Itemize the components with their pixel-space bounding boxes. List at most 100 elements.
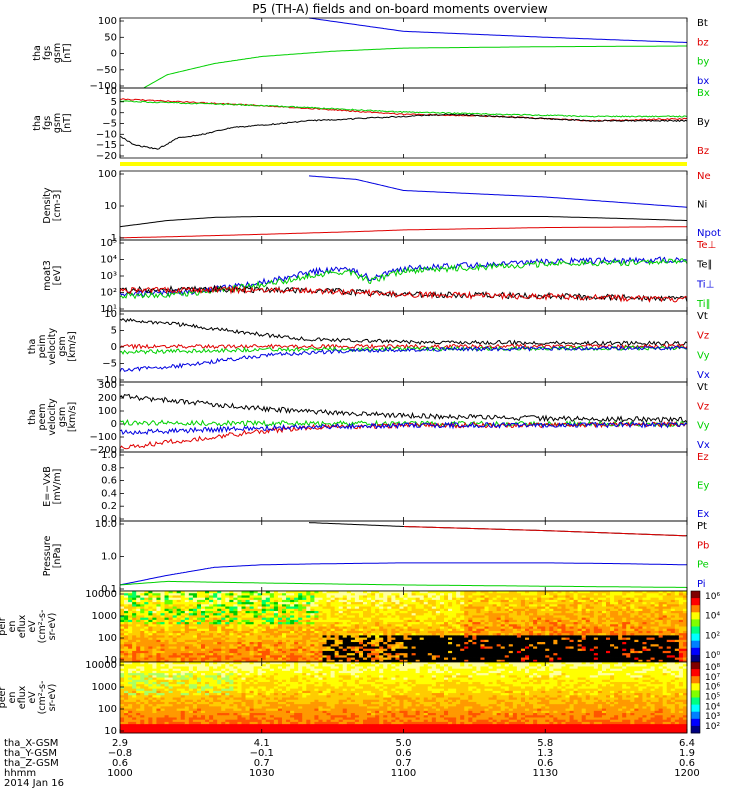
heatmap-cell (561, 606, 566, 610)
heatmap-cell (638, 650, 643, 654)
heatmap-cell (464, 639, 469, 643)
heatmap-cell (654, 608, 660, 612)
heatmap-cell (581, 626, 587, 630)
heatmap-cell (387, 653, 392, 656)
heatmap-cell (520, 599, 526, 603)
heatmap-cell (120, 610, 125, 614)
heatmap-cell (577, 591, 583, 594)
heatmap-cell (282, 617, 287, 621)
heatmap-cell (614, 597, 619, 601)
heatmap-cell (488, 642, 493, 645)
heatmap-cell (504, 659, 510, 663)
heatmap-cell (363, 659, 368, 663)
heatmap-cell (273, 637, 279, 641)
heatmap-cell (273, 644, 279, 647)
heatmap-cell (577, 648, 583, 652)
heatmap-cell (261, 608, 267, 612)
heatmap-cell (662, 626, 668, 630)
heatmap-cell (508, 650, 514, 654)
heatmap-cell (136, 666, 141, 670)
heatmap-cell (152, 626, 157, 630)
heatmap-cell (601, 617, 607, 621)
heatmap-cell (456, 606, 461, 610)
heatmap-cell (622, 648, 627, 652)
heatmap-cell (439, 659, 445, 663)
heatmap-cell (282, 608, 287, 612)
heatmap-cell (176, 595, 182, 599)
heatmap-cell (581, 615, 587, 619)
heatmap-cell (606, 595, 611, 599)
heatmap-cell (411, 650, 417, 654)
heatmap-cell (403, 655, 408, 658)
heatmap-cell (468, 613, 473, 616)
y-label-line: tha (27, 339, 38, 355)
heatmap-cell (666, 655, 672, 658)
heatmap-cell (654, 624, 660, 627)
heatmap-cell (346, 613, 352, 616)
heatmap-cell (541, 610, 546, 614)
heatmap-cell (383, 644, 388, 647)
heatmap-cell (249, 642, 255, 645)
heatmap-cell (180, 639, 186, 643)
heatmap-cell (618, 653, 623, 656)
heatmap-cell (658, 610, 664, 614)
heatmap-cell (516, 655, 522, 658)
heatmap-cell (399, 655, 404, 658)
heatmap-cell (334, 657, 340, 661)
heatmap-cell (529, 653, 534, 656)
heatmap-cell (371, 635, 376, 638)
heatmap-cell (140, 679, 145, 683)
heatmap-cell (358, 593, 364, 596)
heatmap-cell (610, 613, 615, 616)
heatmap-cell (593, 602, 599, 605)
colorbar-segment (691, 654, 700, 663)
heatmap-cell (298, 650, 303, 654)
heatmap-cell (164, 619, 169, 623)
heatmap-cell (132, 593, 137, 596)
heatmap-cell (229, 591, 234, 594)
heatmap-cell (439, 617, 445, 621)
heatmap-cell (120, 686, 125, 690)
heatmap-cell (233, 622, 238, 625)
heatmap-cell (427, 655, 433, 658)
heatmap-cell (561, 633, 566, 636)
heatmap-cell (403, 650, 408, 654)
heatmap-cell (549, 635, 554, 638)
heatmap-cell (670, 591, 676, 594)
heatmap-cell (508, 644, 514, 647)
heatmap-cell (516, 626, 522, 630)
heatmap-cell (387, 617, 392, 621)
heatmap-cell (302, 644, 307, 647)
heatmap-cell (213, 613, 218, 616)
heatmap-cell (399, 639, 404, 643)
heatmap-cell (626, 633, 631, 636)
heatmap-cell (294, 602, 299, 605)
heatmap-cell (525, 617, 530, 621)
heatmap-cell (642, 597, 647, 601)
heatmap-cell (573, 602, 579, 605)
heatmap-cell (516, 599, 522, 603)
heatmap-cell (565, 626, 570, 630)
heatmap-cell (520, 628, 526, 632)
heatmap-cell (662, 644, 668, 647)
heatmap-cell (322, 637, 327, 641)
heatmap-cell (391, 619, 396, 623)
heatmap-cell (172, 613, 178, 616)
heatmap-cell (549, 622, 554, 625)
heatmap-cell (164, 628, 169, 632)
heatmap-cell (484, 657, 489, 661)
heatmap-cell (209, 650, 214, 654)
heatmap-cell (569, 639, 574, 643)
heatmap-cell (205, 593, 210, 596)
heatmap-cell (132, 713, 137, 716)
heatmap-cell (253, 624, 259, 627)
heatmap-cell (326, 608, 331, 612)
heatmap-cell (261, 626, 267, 630)
heatmap-cell (525, 648, 530, 652)
heatmap-cell (286, 593, 291, 596)
heatmap-cell (622, 599, 627, 603)
heatmap-cell (225, 650, 230, 654)
heatmap-cell (334, 597, 340, 601)
heatmap-cell (221, 626, 226, 630)
heatmap-cell (140, 728, 145, 732)
